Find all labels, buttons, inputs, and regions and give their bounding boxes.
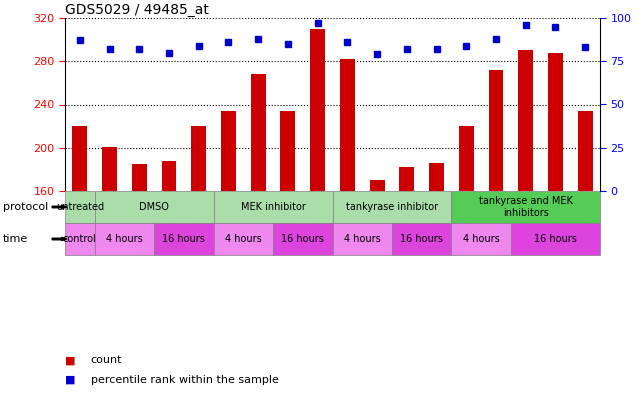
Bar (451, 223, 511, 255)
Bar (370, 180, 385, 191)
Bar (251, 74, 265, 191)
Text: 4 hours: 4 hours (225, 234, 262, 244)
Bar (459, 126, 474, 191)
Bar (273, 223, 333, 255)
Text: DMSO: DMSO (139, 202, 169, 212)
Text: 16 hours: 16 hours (281, 234, 324, 244)
Bar (578, 111, 592, 191)
Text: ■: ■ (65, 355, 76, 365)
Bar (213, 191, 333, 223)
Bar (488, 70, 503, 191)
Bar (95, 223, 154, 255)
Bar (213, 223, 273, 255)
Bar (429, 163, 444, 191)
Bar (72, 126, 87, 191)
Bar (399, 167, 414, 191)
Text: tankyrase and MEK
inhibitors: tankyrase and MEK inhibitors (479, 196, 572, 218)
Bar (281, 111, 296, 191)
Text: untreated: untreated (56, 202, 104, 212)
Bar (548, 53, 563, 191)
Text: 16 hours: 16 hours (162, 234, 205, 244)
Text: ■: ■ (65, 375, 76, 385)
Bar (65, 191, 95, 223)
Bar (333, 223, 392, 255)
Text: GDS5029 / 49485_at: GDS5029 / 49485_at (65, 3, 209, 17)
Text: 4 hours: 4 hours (344, 234, 381, 244)
Bar (162, 161, 176, 191)
Text: 4 hours: 4 hours (106, 234, 143, 244)
Bar (191, 126, 206, 191)
Text: 16 hours: 16 hours (534, 234, 577, 244)
Bar (310, 29, 325, 191)
Bar (95, 191, 213, 223)
Text: tankyrase inhibitor: tankyrase inhibitor (346, 202, 438, 212)
Bar (65, 223, 95, 255)
Text: MEK inhibitor: MEK inhibitor (240, 202, 306, 212)
Text: count: count (90, 355, 122, 365)
Bar (132, 164, 147, 191)
Bar (154, 223, 213, 255)
Bar (392, 223, 451, 255)
Text: 4 hours: 4 hours (463, 234, 499, 244)
Bar (102, 147, 117, 191)
Text: 16 hours: 16 hours (400, 234, 443, 244)
Bar (340, 59, 354, 191)
Text: percentile rank within the sample: percentile rank within the sample (90, 375, 279, 385)
Bar (333, 191, 451, 223)
Text: control: control (63, 234, 97, 244)
Text: time: time (3, 234, 28, 244)
Bar (221, 111, 236, 191)
Bar (451, 191, 600, 223)
Bar (519, 50, 533, 191)
Bar (511, 223, 600, 255)
Text: protocol: protocol (3, 202, 49, 212)
